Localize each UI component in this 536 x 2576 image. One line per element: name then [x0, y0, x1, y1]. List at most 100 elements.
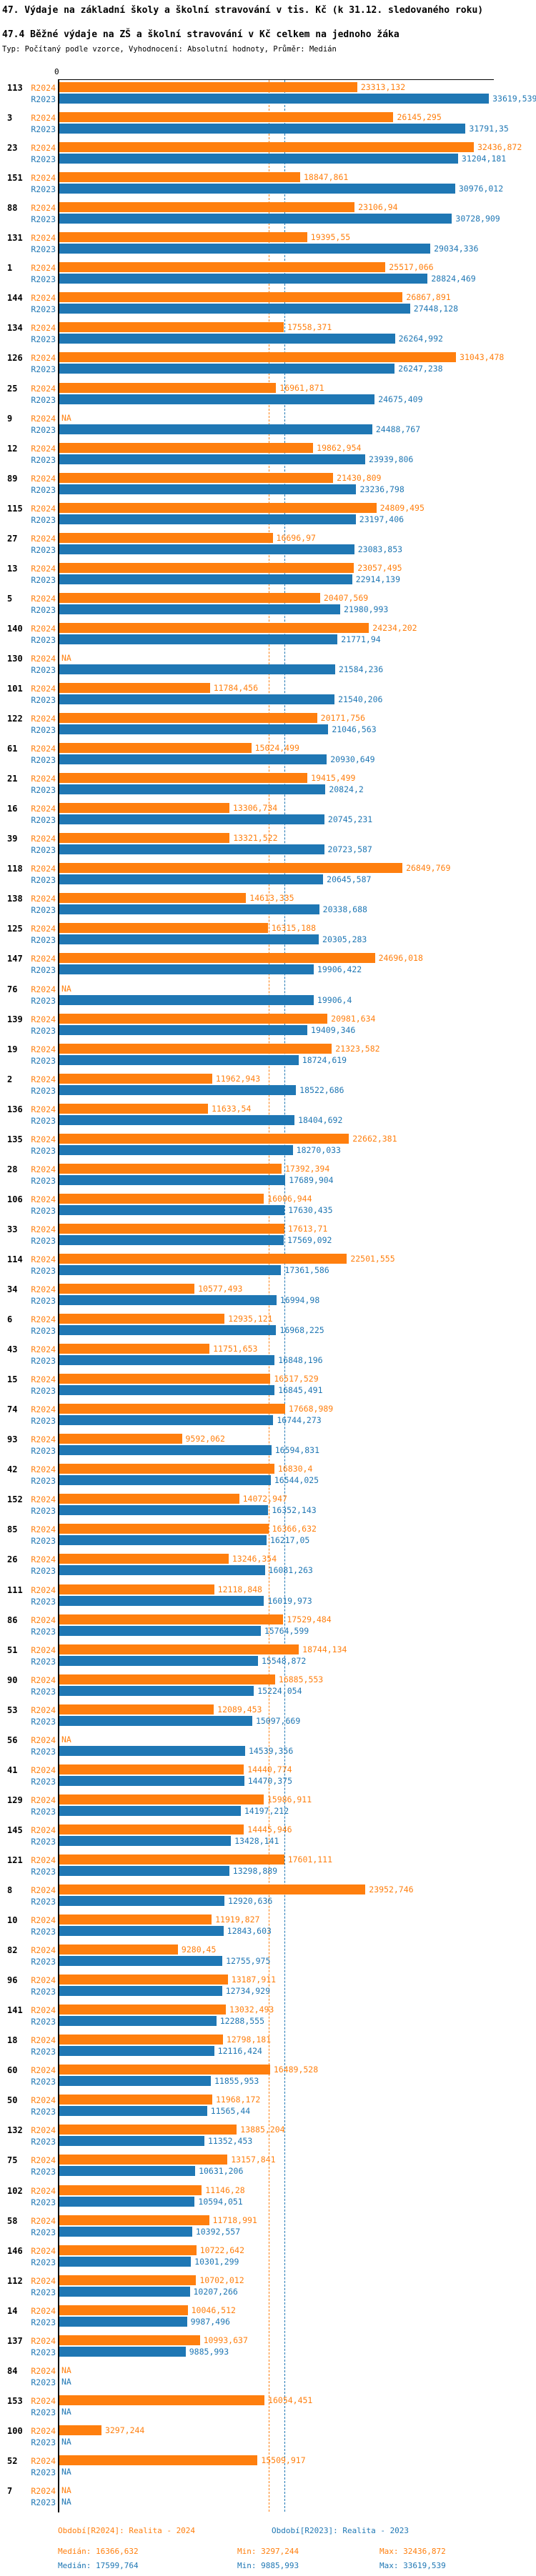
series-label-r2023: R2023	[31, 1265, 56, 1276]
value-label-r2024: 24696,018	[378, 953, 423, 964]
bar-r2023	[59, 574, 352, 584]
value-label-r2023: 18724,619	[302, 1054, 347, 1065]
bar-r2024	[59, 172, 300, 183]
series-label-r2023: R2023	[31, 755, 56, 766]
series-label-r2024: R2024	[31, 1674, 56, 1685]
value-label-r2023: 21980,993	[344, 604, 389, 614]
series-label-r2024: R2024	[31, 1584, 56, 1595]
series-label-r2024: R2024	[31, 684, 56, 694]
series-label-r2023: R2023	[31, 334, 56, 345]
bar-r2023	[59, 664, 335, 674]
series-label-r2024: R2024	[31, 83, 56, 93]
value-label-r2023: 16217,05	[269, 1535, 310, 1546]
row-id-label: 8	[7, 1885, 13, 1895]
value-label-r2024: NA	[61, 652, 71, 663]
bar-r2024	[59, 953, 375, 964]
series-label-r2023: R2023	[31, 1656, 56, 1667]
bar-r2024	[59, 2065, 270, 2075]
series-label-r2023: R2023	[31, 514, 56, 525]
bar-r2024	[59, 622, 369, 633]
series-label-r2023: R2023	[31, 484, 56, 495]
series-label-r2023: R2023	[31, 1145, 56, 1156]
series-label-r2023: R2023	[31, 1897, 56, 1907]
row-id-label: 102	[7, 2185, 23, 2196]
series-label-r2024: R2024	[31, 383, 56, 394]
bar-r2024	[59, 202, 355, 213]
value-label-r2023: 21771,94	[341, 634, 381, 644]
series-label-r2024: R2024	[31, 774, 56, 784]
value-label-r2024: NA	[61, 412, 71, 423]
bar-r2023	[59, 1355, 275, 1366]
series-label-r2024: R2024	[31, 2305, 56, 2316]
series-label-r2023: R2023	[31, 274, 56, 285]
bar-r2024	[59, 2305, 188, 2315]
value-label-r2024: 11784,456	[213, 683, 259, 693]
bar-r2023	[59, 394, 375, 404]
series-label-r2024: R2024	[31, 263, 56, 274]
bar-r2023	[59, 1685, 254, 1696]
row-id-label: 152	[7, 1494, 23, 1505]
series-label-r2024: R2024	[31, 353, 56, 364]
bar-r2023	[59, 94, 490, 104]
series-label-r2024: R2024	[31, 653, 56, 664]
bar-r2024	[59, 1494, 239, 1504]
row-id-label: 60	[7, 2065, 18, 2076]
bar-r2023	[59, 454, 366, 464]
series-label-r2024: R2024	[31, 2065, 56, 2076]
value-label-r2024: 16830,4	[277, 1464, 313, 1474]
value-label-r2023: 20723,587	[327, 844, 372, 855]
series-label-r2023: R2023	[31, 1386, 56, 1397]
bar-r2023	[59, 694, 335, 704]
series-label-r2023: R2023	[31, 2077, 56, 2087]
row-id-label: 137	[7, 2335, 23, 2346]
value-label-r2024: 3297,244	[104, 2425, 145, 2435]
series-label-r2024: R2024	[31, 1134, 56, 1144]
bar-r2023	[59, 1415, 274, 1426]
value-label-r2023: 17689,904	[289, 1174, 334, 1185]
value-label-r2023: 16081,263	[268, 1565, 313, 1576]
series-label-r2024: R2024	[31, 984, 56, 994]
bar-r2024	[59, 292, 403, 303]
value-label-r2024: 23057,495	[357, 562, 402, 573]
value-label-r2024: 26849,769	[406, 863, 451, 874]
value-label-r2024: 9592,062	[185, 1434, 225, 1444]
bar-r2023	[59, 1024, 308, 1035]
series-label-r2024: R2024	[31, 233, 56, 244]
bar-r2023	[59, 364, 395, 374]
row-id-label: 9	[7, 413, 13, 424]
series-label-r2024: R2024	[31, 2245, 56, 2256]
value-label-r2023: 15097,669	[255, 1715, 301, 1726]
bar-r2023	[59, 1445, 272, 1456]
value-label-r2023: 14197,212	[244, 1805, 289, 1816]
value-label-r2024: 14440,774	[247, 1764, 292, 1774]
chart-meta: Typ: Počítaný podle vzorce, Vyhodnocení:…	[2, 45, 337, 54]
bar-r2023	[59, 2106, 207, 2117]
series-label-r2023: R2023	[31, 304, 56, 315]
value-label-r2024: 25517,066	[389, 262, 434, 273]
bar-r2024	[59, 1884, 366, 1894]
value-label-r2023: NA	[61, 2466, 71, 2477]
series-label-r2023: R2023	[31, 2137, 56, 2147]
row-id-label: 82	[7, 1945, 18, 1956]
bar-r2024	[59, 2215, 209, 2225]
value-label-r2023: 21584,236	[338, 664, 384, 674]
bar-r2024	[59, 1314, 225, 1324]
series-label-r2023: R2023	[31, 2407, 56, 2417]
series-label-r2023: R2023	[31, 1085, 56, 1096]
row-id-label: 7	[7, 2486, 13, 2496]
series-label-r2023: R2023	[31, 1115, 56, 1126]
value-label-r2023: 16594,831	[274, 1445, 320, 1456]
bar-r2024	[59, 2005, 227, 2015]
row-id-label: 90	[7, 1674, 18, 1685]
value-label-r2023: 12920,636	[228, 1896, 273, 1906]
bar-r2024	[59, 1945, 178, 1955]
value-label-r2024: 31043,478	[460, 352, 505, 363]
bar-r2023	[59, 274, 428, 284]
report-title: 47. Výdaje na základní školy a školní st…	[2, 5, 484, 16]
row-id-label: 61	[7, 744, 18, 754]
series-label-r2023: R2023	[31, 1205, 56, 1216]
series-label-r2024: R2024	[31, 1704, 56, 1715]
series-label-r2024: R2024	[31, 1374, 56, 1385]
series-label-r2024: R2024	[31, 1314, 56, 1325]
series-label-r2023: R2023	[31, 2227, 56, 2237]
